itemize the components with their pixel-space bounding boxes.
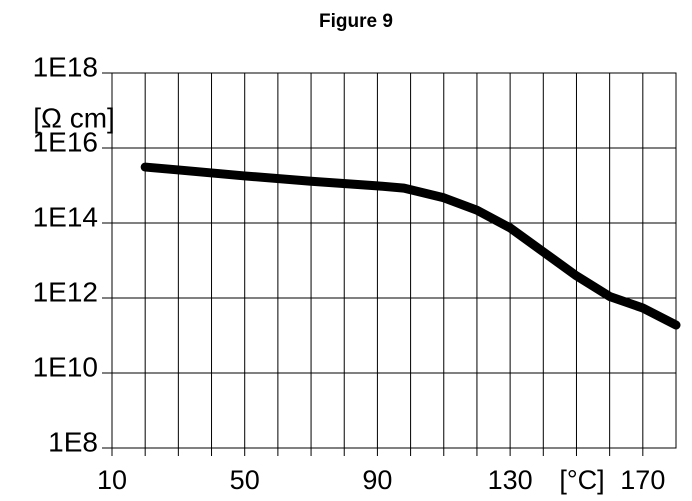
x-tick-label: 50: [230, 465, 260, 495]
x-axis-label: [°C]: [559, 465, 604, 495]
y-tick-label: 1E16: [33, 126, 98, 157]
x-tick-label: 130: [488, 465, 533, 495]
x-tick-label: 170: [620, 465, 665, 495]
plot-frame: [111, 72, 677, 449]
y-tick-label: 1E18: [33, 51, 98, 82]
y-tick-label: 1E10: [33, 351, 98, 382]
y-axis-label: [Ω cm]: [33, 102, 115, 133]
y-tick-label: 1E14: [33, 201, 98, 232]
x-tick-label: 90: [362, 465, 392, 495]
data-line: [140, 162, 681, 330]
x-tick-label: 10: [97, 465, 127, 495]
y-tick-label: 1E8: [48, 426, 98, 457]
y-tick-label: 1E12: [33, 276, 98, 307]
chart-title: Figure 9: [319, 11, 393, 32]
